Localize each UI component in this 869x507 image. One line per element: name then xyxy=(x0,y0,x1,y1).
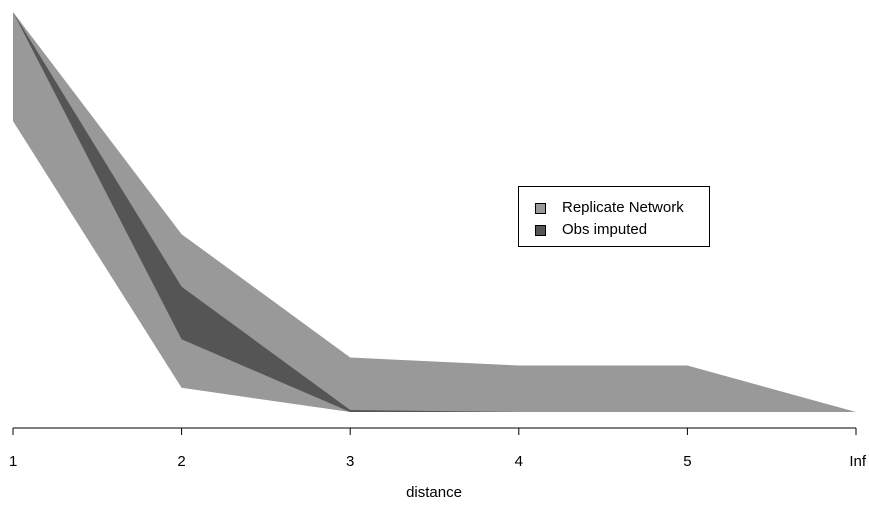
x-tick-label: 3 xyxy=(346,453,354,470)
legend-item-replicate-network: Replicate Network xyxy=(535,200,684,216)
x-tick-label: 1 xyxy=(9,453,17,470)
x-tick-label: 4 xyxy=(515,453,523,470)
x-axis-label: distance xyxy=(406,484,462,501)
x-tick-label: 5 xyxy=(683,453,691,470)
legend-label-obs-imputed: Obs imputed xyxy=(562,221,648,238)
x-tick-label: Inf xyxy=(849,453,867,470)
x-tick-label: 2 xyxy=(177,453,185,470)
legend-swatch-obs-imputed xyxy=(535,224,546,236)
legend: Replicate Network Obs imputed xyxy=(518,186,710,247)
band-replicate-network xyxy=(13,12,856,412)
legend-label-replicate-network: Replicate Network xyxy=(562,199,684,216)
bands-layer xyxy=(13,12,856,412)
legend-item-obs-imputed: Obs imputed xyxy=(535,222,647,238)
legend-swatch-replicate-network xyxy=(535,202,546,214)
x-axis: 1 2 3 4 5 Inf xyxy=(9,427,867,470)
